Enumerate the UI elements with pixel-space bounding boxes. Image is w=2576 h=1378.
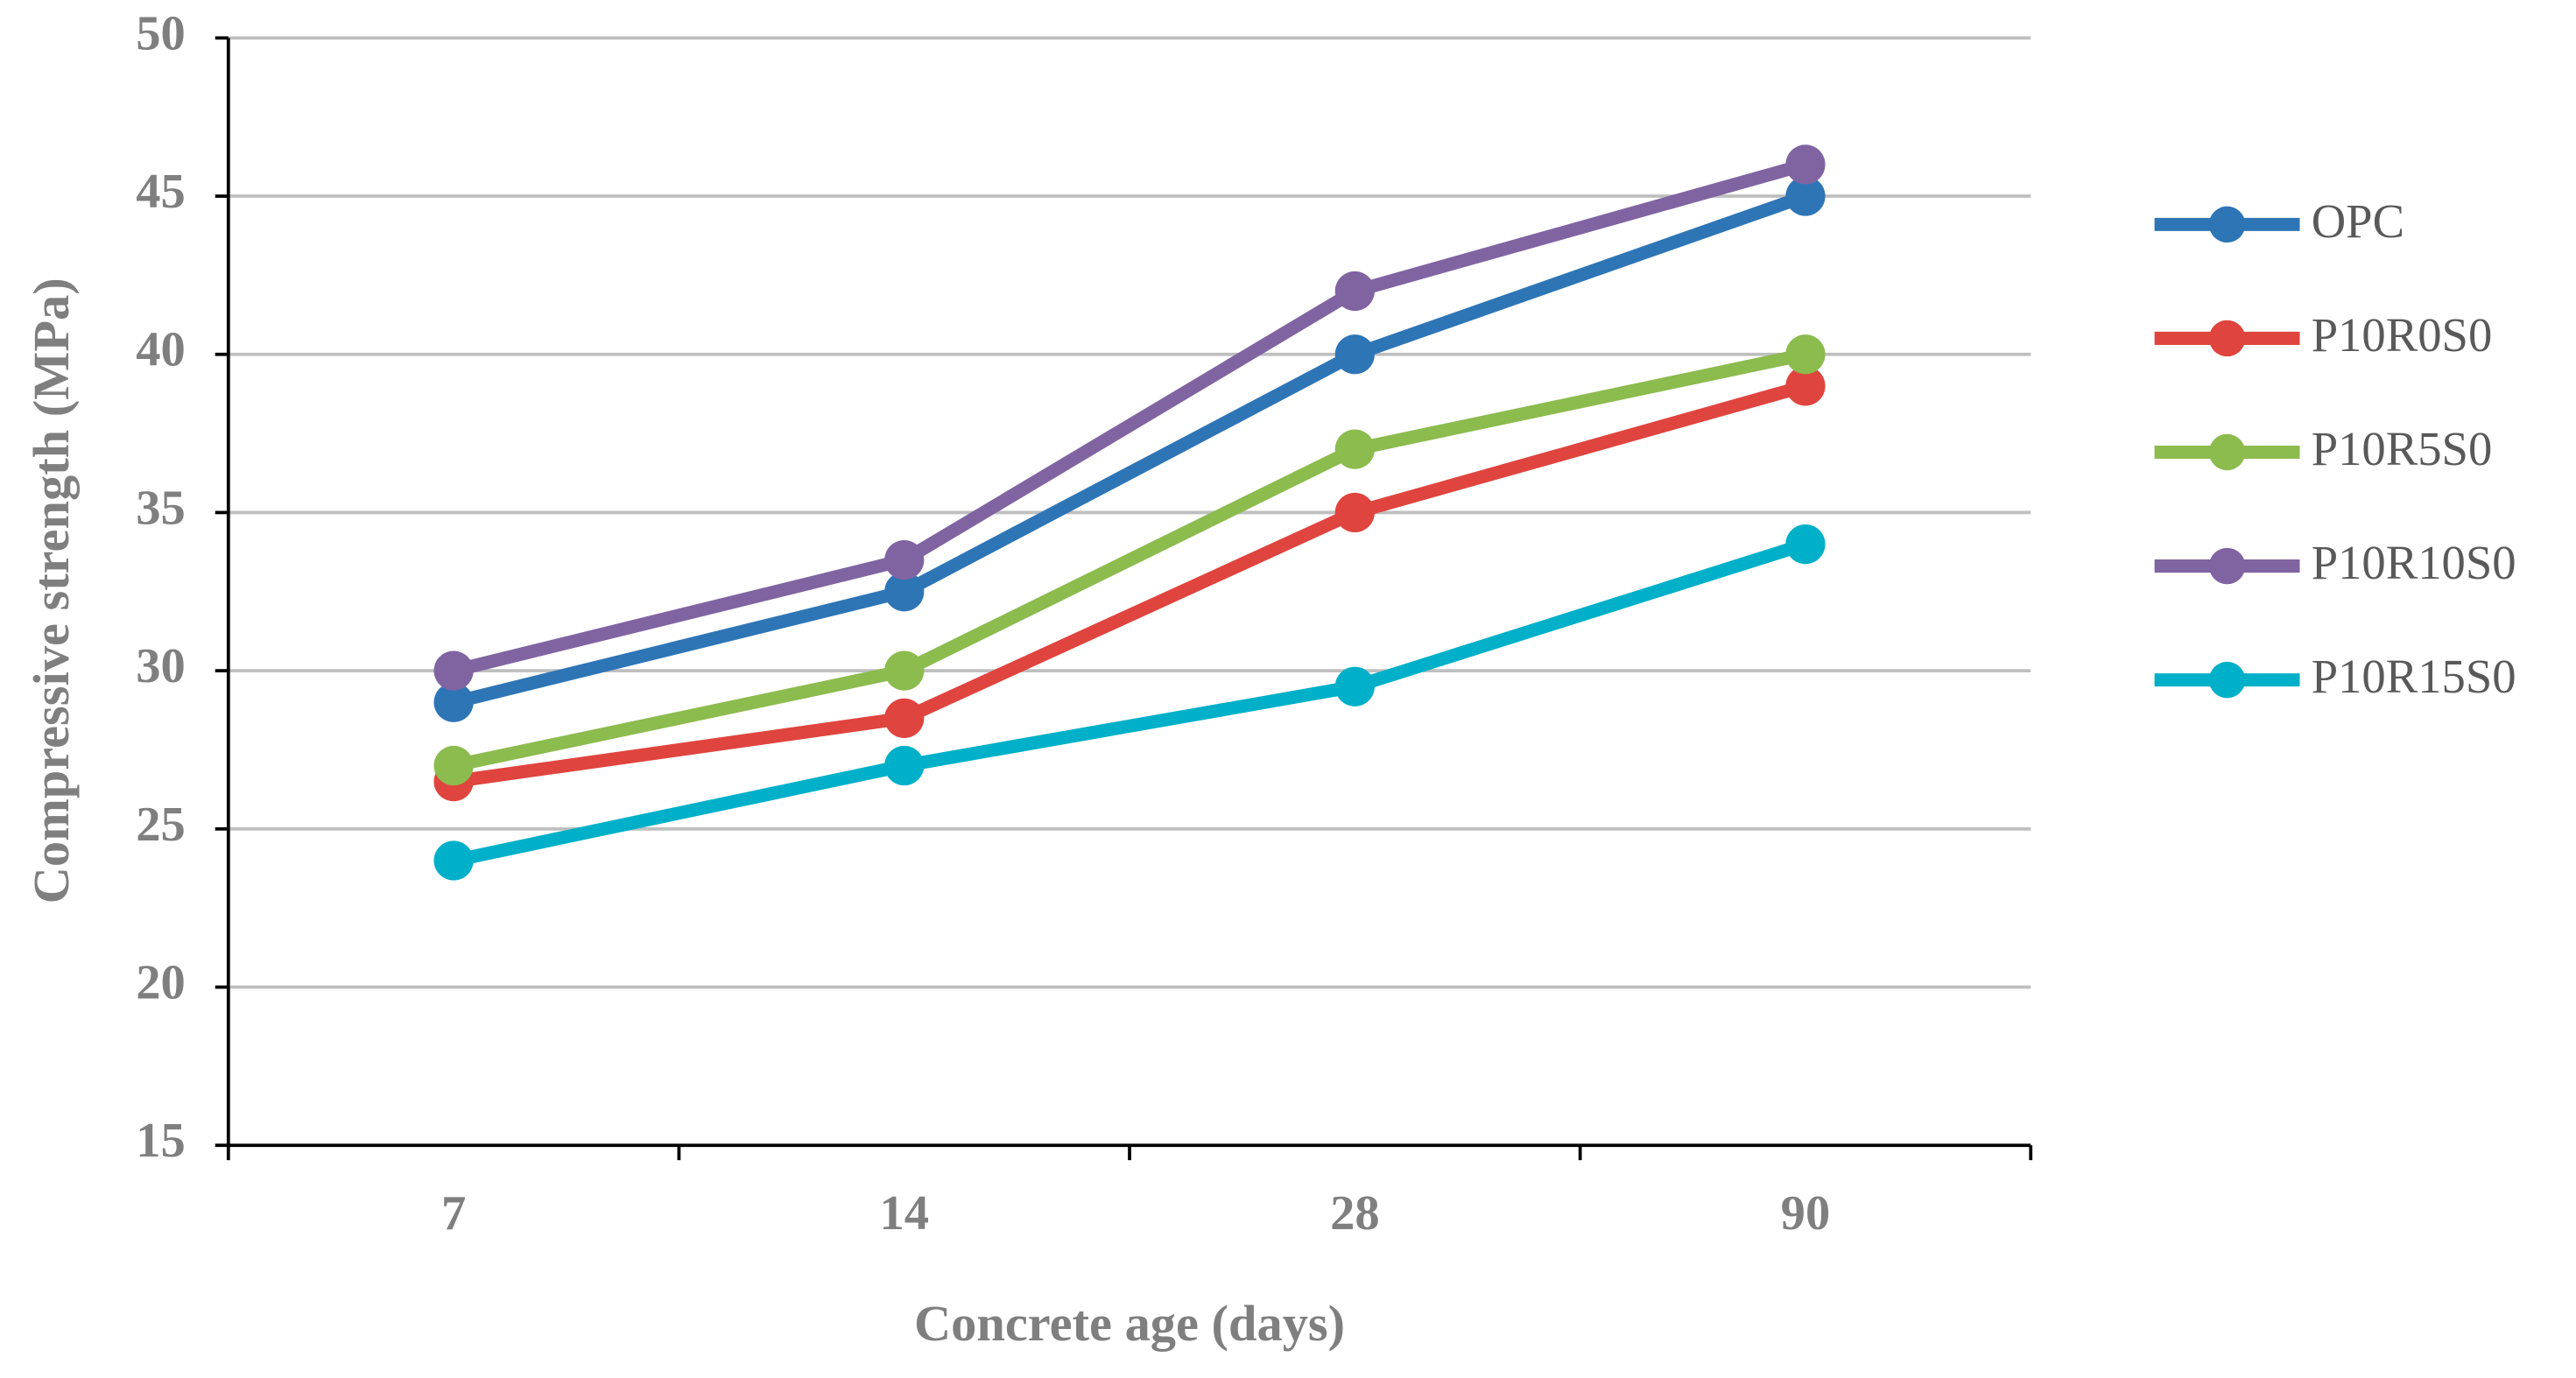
data-point [1334,492,1375,533]
series-line [452,348,1807,772]
series-line [452,158,1807,678]
y-tick-label: 20 [136,956,186,1010]
legend-label: P10R5S0 [2312,422,2493,475]
series-line [452,189,1808,709]
legend-marker [2208,320,2246,357]
data-point [433,745,474,786]
x-tick-label: 7 [441,1186,466,1241]
data-point [884,540,925,580]
x-axis-title: Concrete age (days) [914,1295,1345,1352]
data-point [433,840,474,881]
y-tick-label: 45 [136,165,186,219]
y-tick-label: 40 [136,323,186,377]
legend-marker [2208,547,2246,585]
data-point [884,698,925,738]
data-point [1785,144,1826,185]
series-line [452,538,1808,868]
data-point [1785,524,1826,565]
x-tick-label: 90 [1781,1186,1831,1241]
data-point [433,650,474,691]
data-point [1334,666,1375,707]
legend-label: P10R0S0 [2312,308,2493,362]
legend-label: P10R15S0 [2312,650,2516,703]
data-point [433,682,474,722]
data-point [1334,271,1375,312]
data-point [1785,334,1826,375]
legend-marker [2208,661,2246,699]
y-tick-label: 30 [136,639,186,693]
data-point [1785,176,1826,216]
y-tick-label: 50 [136,6,186,60]
x-tick-label: 28 [1330,1186,1380,1241]
y-tick-label: 25 [136,798,186,852]
y-axis-title: Compressive strength (MPa) [23,278,80,903]
y-tick-label: 15 [136,1114,186,1168]
legend-label: P10R10S0 [2312,536,2516,589]
y-tick-label: 35 [136,481,186,535]
data-point [884,650,925,691]
data-point [884,745,925,786]
data-point [1334,429,1375,469]
x-tick-label: 14 [879,1186,929,1241]
data-point [1785,366,1826,406]
legend-marker [2208,206,2246,243]
data-point [884,572,925,612]
data-point [1334,334,1375,375]
series-line [453,379,1807,789]
legend-marker [2208,433,2246,471]
legend-label: OPC [2312,194,2404,248]
